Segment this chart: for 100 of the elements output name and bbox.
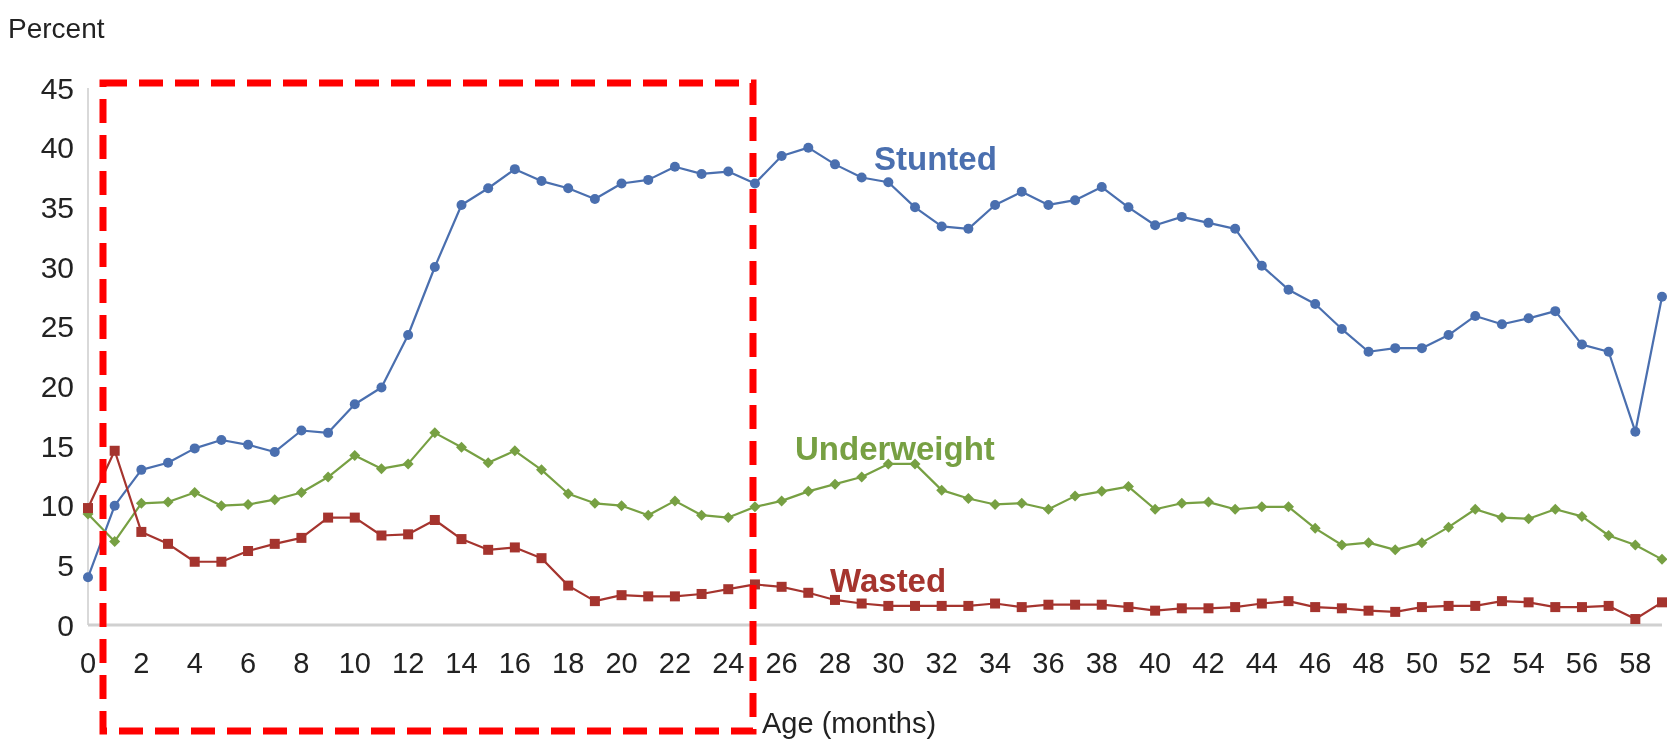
x-tick-label: 50	[1405, 647, 1439, 679]
point	[1657, 597, 1667, 608]
point	[189, 443, 200, 454]
point	[776, 581, 787, 592]
point	[803, 142, 814, 153]
point	[963, 223, 974, 234]
point	[1496, 596, 1507, 607]
point	[856, 471, 868, 483]
point	[1042, 503, 1054, 515]
point	[403, 529, 414, 540]
point	[483, 183, 494, 194]
point	[616, 590, 627, 601]
point	[1283, 596, 1294, 607]
point	[1016, 602, 1027, 613]
point	[883, 600, 894, 611]
point	[216, 556, 227, 567]
point	[269, 494, 281, 506]
point	[1603, 530, 1615, 541]
point	[536, 464, 548, 476]
point	[749, 501, 761, 513]
point	[1122, 481, 1134, 493]
point	[189, 556, 200, 567]
point	[1443, 521, 1455, 533]
point	[1550, 602, 1561, 613]
x-tick-label: 44	[1245, 647, 1278, 679]
point	[962, 493, 974, 505]
y-axis-title: Percent	[8, 13, 105, 44]
x-tick-label: 56	[1565, 647, 1599, 679]
y-tick-label: 35	[40, 190, 74, 224]
point	[1576, 510, 1588, 522]
point	[696, 509, 708, 521]
point	[803, 587, 814, 598]
x-tick-label: 16	[498, 647, 531, 679]
point	[1629, 539, 1641, 551]
point	[1389, 544, 1401, 556]
point	[723, 166, 734, 177]
point	[776, 151, 787, 162]
point	[1336, 324, 1347, 335]
x-tick-label: 18	[552, 647, 585, 679]
point	[1309, 522, 1321, 534]
point	[1576, 339, 1587, 350]
point	[749, 178, 760, 189]
point	[1656, 553, 1667, 565]
y-tick-label: 5	[57, 548, 74, 582]
point	[323, 427, 334, 438]
x-tick-label: 22	[658, 647, 692, 679]
point	[403, 330, 414, 341]
point	[163, 538, 174, 549]
point	[829, 159, 840, 170]
point	[1603, 600, 1614, 611]
point	[1016, 497, 1028, 509]
point	[349, 450, 361, 462]
point	[1283, 284, 1294, 295]
x-tick-label: 38	[1085, 647, 1118, 679]
point	[1443, 600, 1454, 611]
point	[802, 485, 814, 497]
point	[936, 221, 947, 232]
point	[616, 178, 627, 189]
point	[402, 458, 414, 470]
point	[616, 500, 628, 512]
point	[323, 512, 334, 523]
point	[1310, 298, 1321, 309]
point	[83, 503, 93, 514]
point	[1229, 503, 1241, 515]
x-tick-label: 28	[818, 647, 852, 679]
x-tick-label: 8	[293, 647, 310, 679]
x-tick-label: 40	[1138, 647, 1172, 679]
point	[456, 534, 467, 545]
point	[1523, 313, 1534, 324]
point	[1603, 346, 1614, 357]
x-tick-label: 4	[186, 647, 203, 679]
point	[1363, 346, 1374, 357]
point	[1202, 496, 1214, 508]
point	[483, 544, 494, 555]
point	[1470, 600, 1481, 611]
point	[1230, 223, 1241, 234]
y-tick-label: 45	[40, 71, 74, 105]
point	[1657, 291, 1667, 302]
point	[349, 512, 360, 523]
x-tick-label: 52	[1459, 647, 1492, 679]
y-tick-label: 40	[40, 131, 74, 165]
point	[856, 172, 867, 183]
point	[1470, 310, 1481, 321]
point	[723, 584, 734, 595]
x-tick-label: 2	[133, 647, 150, 679]
point	[1069, 490, 1081, 502]
x-tick-label: 26	[765, 647, 798, 679]
point	[1496, 319, 1507, 330]
point	[563, 183, 574, 194]
point	[1523, 513, 1535, 525]
point	[1390, 343, 1401, 354]
point	[1230, 602, 1241, 613]
point	[1443, 330, 1454, 341]
y-tick-label: 20	[40, 369, 74, 403]
point	[1630, 426, 1641, 437]
point	[269, 538, 280, 549]
y-tick-label: 10	[40, 489, 74, 523]
point	[1150, 605, 1161, 616]
point	[1176, 603, 1187, 614]
point	[1523, 597, 1534, 608]
